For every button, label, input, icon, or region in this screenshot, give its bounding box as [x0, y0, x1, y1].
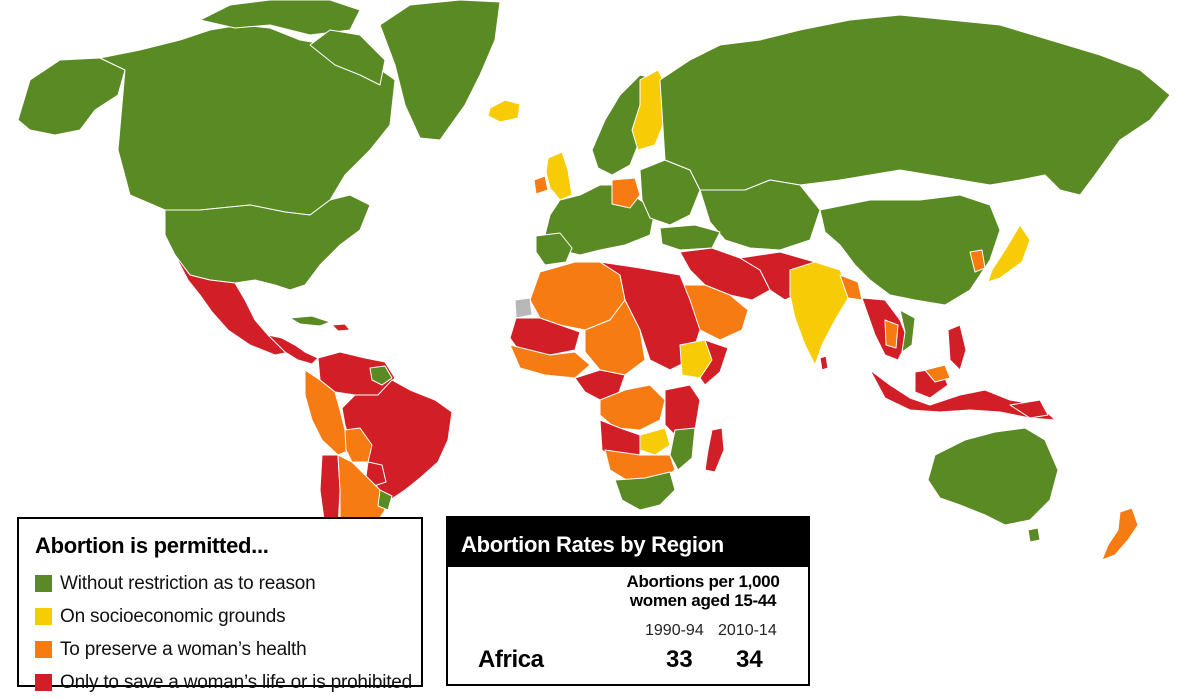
region-ireland: [533, 175, 549, 195]
region-sri-lanka: [819, 355, 829, 371]
legend-box: Abortion is permitted... Without restric…: [17, 517, 423, 693]
legend-swatch-red: [35, 674, 52, 691]
rates-row-value-1990: 33: [666, 646, 693, 673]
rates-col-1990: 1990-94: [645, 622, 704, 639]
region-libya-sudan: [599, 261, 701, 371]
region-zambia: [639, 427, 671, 456]
legend-item: On socioeconomic grounds: [35, 600, 421, 633]
region-malaysia: [924, 364, 951, 383]
region-cuba: [289, 315, 331, 327]
rates-subtitle-line1: Abortions per 1,000: [626, 572, 780, 591]
region-vietnam: [899, 309, 916, 353]
region-india: [789, 261, 851, 366]
region-canadian-arctic-islands: [199, 0, 361, 36]
legend-item: Without restriction as to reason: [35, 567, 421, 600]
abortion-rates-box: Abortion Rates by Region Abortions per 1…: [446, 516, 810, 686]
region-south-africa: [614, 471, 676, 511]
legend-title: Abortion is permitted...: [35, 533, 269, 558]
legend-label: On socioeconomic grounds: [60, 605, 286, 627]
region-new-zealand: [1101, 507, 1139, 561]
legend-label: To preserve a woman’s health: [60, 638, 307, 660]
rates-col-2010: 2010-14: [718, 622, 777, 639]
rates-row-value-2010: 34: [736, 646, 763, 673]
region-thailand: [884, 319, 899, 349]
region-horn-africa: [699, 339, 729, 386]
region-png: [1009, 399, 1049, 419]
region-iceland: [487, 99, 521, 123]
region-central-africa: [599, 384, 666, 431]
region-mozambique: [669, 427, 696, 471]
region-guianas: [369, 365, 393, 386]
region-west-africa-coast: [509, 344, 591, 379]
region-china-mongolia: [819, 194, 1001, 306]
region-philippines: [947, 324, 967, 371]
region-tasmania: [1027, 527, 1041, 543]
region-paraguay: [365, 461, 387, 487]
region-uruguay: [377, 489, 393, 511]
region-iberia: [535, 232, 573, 266]
legend-item: Only to save a woman’s life or is prohib…: [35, 666, 421, 699]
region-chad-niger: [584, 299, 646, 376]
region-japan: [987, 224, 1031, 283]
region-central-asia: [699, 179, 821, 251]
legend-label: Without restriction as to reason: [60, 572, 316, 594]
region-madagascar: [704, 427, 725, 473]
region-middle-east-levant: [679, 247, 771, 301]
region-caribbean: [331, 323, 351, 332]
rates-title: Abortion Rates by Region: [448, 518, 808, 567]
region-baffin: [309, 29, 386, 86]
legend-swatch-green: [35, 575, 52, 592]
region-korea: [969, 249, 986, 273]
legend-swatch-orange: [35, 641, 52, 658]
region-greenland: [379, 0, 501, 141]
region-finland: [631, 69, 669, 151]
legend-swatch-yellow: [35, 608, 52, 625]
legend-label: Only to save a woman’s life or is prohib…: [60, 671, 413, 693]
region-mauritania-mali: [509, 317, 581, 356]
region-poland: [611, 177, 641, 209]
region-indonesia: [869, 369, 1056, 421]
region-uk: [545, 151, 573, 201]
region-nepal-bangladesh: [839, 274, 863, 301]
rates-subtitle: Abortions per 1,000 women aged 15-44: [618, 572, 788, 610]
region-australia: [927, 427, 1059, 526]
region-alaska: [17, 57, 126, 136]
rates-subtitle-line2: women aged 15-44: [629, 591, 777, 610]
rates-row-region: Africa: [478, 646, 544, 673]
legend-item: To preserve a woman’s health: [35, 633, 421, 666]
region-western-sahara: [514, 297, 533, 319]
